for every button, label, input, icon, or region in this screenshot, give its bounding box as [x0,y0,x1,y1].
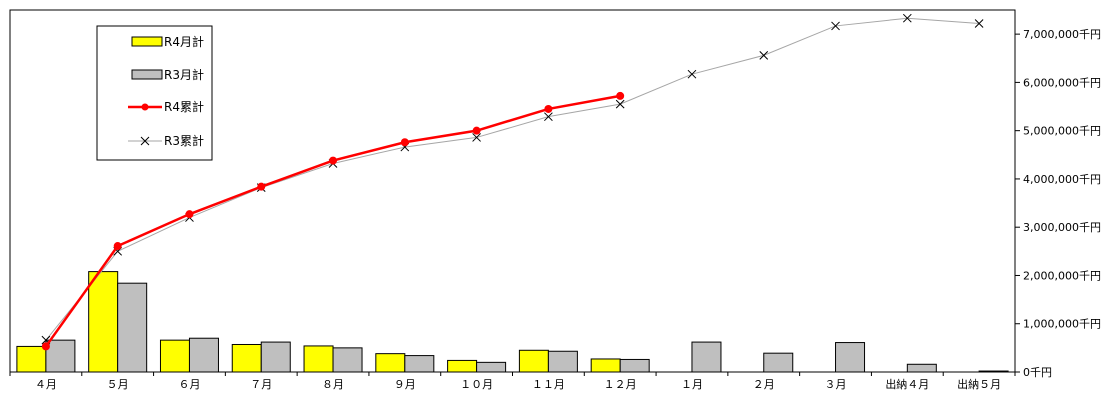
bar-r4-monthly-2 [159,339,190,373]
y-tick-label-6: 6,000,000千円 [1023,76,1101,89]
legend-swatch-r3-monthly [131,69,163,80]
y-tick-label-5: 5,000,000千円 [1023,125,1101,138]
x-tick-label-13: 出納５月 [957,377,1001,391]
bar-r4-monthly-7 [518,349,549,373]
bar-r3-monthly-12 [906,363,937,373]
legend-label-r4-cumulative: R4累計 [164,99,204,114]
x-tick-label-8: １２月 [604,378,637,391]
x-tick-label-6: １０月 [460,378,493,391]
legend-marker-r3-cumulative [140,136,150,146]
lines-layer [41,13,984,351]
bar-r4-monthly-1 [88,271,119,373]
bar-r3-monthly-9 [691,341,722,373]
x-tick-label-2: ６月 [178,378,200,391]
x-tick-label-1: ５月 [107,378,129,391]
x-tick-label-0: ４月 [35,378,57,391]
point-r4-cumulative-2 [185,210,194,219]
point-r3-cumulative-12 [902,13,912,23]
x-tick-label-7: １１月 [532,378,565,391]
legend-swatch-r4-monthly [131,36,163,47]
y-tick-label-1: 1,000,000千円 [1023,318,1101,331]
x-tick-label-10: ２月 [753,378,775,391]
bar-r4-monthly-4 [303,345,334,373]
y-tick-label-0: 0千円 [1023,366,1052,379]
bar-r3-monthly-2 [188,337,219,373]
point-r4-cumulative-4 [329,156,338,165]
x-axis: ４月 ５月 ６月 ７月 ８月 ９月 １０月 １１月 １２月 １月 ２月 ３月 出納４月 出納５月 [9,372,1016,391]
bar-r4-monthly-6 [447,359,478,373]
legend-label-r3-cumulative: R3累計 [164,133,204,148]
point-r4-cumulative-3 [257,182,266,191]
bar-r3-monthly-4 [332,347,363,373]
point-r3-cumulative-11 [831,21,840,31]
legend: R4月計 R3月計 R4累計 R3累計 [96,25,213,161]
point-r4-cumulative-0 [41,342,50,351]
point-r3-cumulative-8 [615,99,625,109]
point-r3-cumulative-13 [974,19,984,28]
point-r4-cumulative-1 [113,242,122,251]
x-tick-label-9: １月 [681,378,703,391]
bar-r3-monthly-11 [835,342,866,373]
bars-layer [16,271,1009,373]
point-r3-cumulative-6 [472,133,481,142]
x-tick-label-5: ９月 [394,378,416,391]
point-r4-cumulative-8 [616,91,625,100]
point-r3-cumulative-10 [759,51,769,60]
legend-marker-r4-cumulative [141,103,149,111]
bar-r3-monthly-7 [547,350,578,373]
bar-r4-monthly-3 [231,343,262,373]
y-tick-label-3: 3,000,000千円 [1023,221,1101,234]
line-r3-cumulative [45,17,980,341]
point-r3-cumulative-7 [544,112,553,122]
legend-label-r3-monthly: R3月計 [164,67,204,82]
point-r3-cumulative-9 [687,69,697,79]
bar-r4-monthly-5 [375,353,406,373]
x-tick-label-12: 出納４月 [885,377,929,391]
bar-r3-monthly-13 [978,370,1009,373]
legend-box [96,25,213,161]
bar-r4-monthly-8 [590,358,621,373]
bar-r4-monthly-0 [16,345,47,373]
legend-label-r4-monthly: R4月計 [164,34,204,49]
bar-r3-monthly-8 [619,358,650,373]
bar-r3-monthly-6 [476,361,507,373]
point-r4-cumulative-6 [472,126,481,135]
x-tick-label-11: ３月 [825,378,847,391]
bar-r3-monthly-1 [117,282,148,373]
y-axis: 0千円 1,000,000千円 2,000,000千円 3,000,000千円 4,00… [1015,28,1101,379]
x-tick-label-4: ８月 [322,378,344,391]
y-tick-label-4: 4,000,000千円 [1023,173,1101,186]
x-tick-label-3: ７月 [250,378,272,391]
y-tick-label-7: 7,000,000千円 [1023,28,1101,41]
point-r4-cumulative-5 [400,138,409,147]
bar-r3-monthly-10 [763,352,794,373]
bar-r3-monthly-5 [404,355,435,373]
point-r4-cumulative-7 [544,104,553,113]
bar-r3-monthly-0 [45,339,76,373]
bar-r3-monthly-3 [260,341,291,373]
y-tick-label-2: 2,000,000千円 [1023,269,1101,282]
